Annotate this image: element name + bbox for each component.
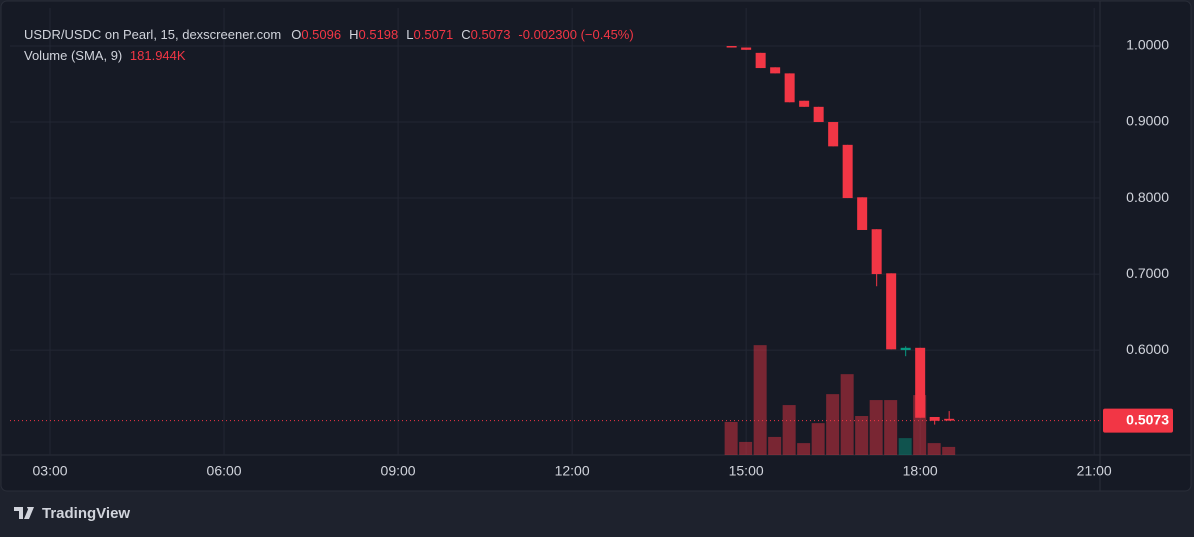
ohlc-value: 0.5198 bbox=[358, 27, 399, 42]
ohlc-value: 0.5073 bbox=[470, 27, 511, 42]
change: -0.002300 (−0.45%) bbox=[518, 27, 634, 42]
volume-bar bbox=[855, 416, 869, 455]
candle-body bbox=[900, 347, 911, 351]
chart-panel bbox=[0, 0, 1192, 492]
volume-bar bbox=[768, 436, 782, 455]
volume-bar bbox=[942, 446, 956, 455]
candle-body bbox=[915, 347, 926, 418]
candle-body bbox=[944, 418, 955, 421]
volume-bar bbox=[724, 421, 738, 455]
y-tick-label: 0.7000 bbox=[1126, 265, 1169, 281]
ohlc-value: 0.5096 bbox=[301, 27, 342, 42]
watermark-text: TradingView bbox=[42, 505, 131, 522]
watermark: TradingView bbox=[14, 505, 130, 522]
candle-body bbox=[726, 46, 737, 48]
volume-bar bbox=[869, 400, 883, 455]
y-tick-label: 1.0000 bbox=[1126, 37, 1169, 53]
volume-title: Volume (SMA, 9) bbox=[24, 48, 123, 63]
y-tick-label: 0.9000 bbox=[1126, 113, 1169, 129]
volume-bar bbox=[840, 374, 854, 455]
logo bbox=[14, 506, 34, 519]
candle-body bbox=[929, 416, 940, 421]
last-price-box bbox=[1103, 408, 1173, 433]
legend-row: USDR/USDC on Pearl, 15, dexscreener.com O… bbox=[24, 24, 638, 45]
x-tick-label: 21:00 bbox=[1077, 463, 1112, 479]
volume-bar bbox=[811, 423, 825, 455]
volume-sma: 181.944K bbox=[129, 48, 186, 63]
ohlc-label: L bbox=[406, 27, 414, 42]
legend-row: Volume (SMA, 9) 181.944K bbox=[24, 45, 638, 66]
volume-bar bbox=[739, 441, 753, 455]
candle-body bbox=[755, 52, 766, 69]
x-tick-label: 15:00 bbox=[729, 463, 764, 479]
volume-bar bbox=[753, 345, 767, 455]
volume-bar bbox=[826, 394, 840, 455]
candle-body bbox=[784, 73, 795, 103]
volume-bar bbox=[927, 443, 941, 455]
volume-bar bbox=[782, 405, 796, 455]
candle-body bbox=[770, 67, 781, 74]
legend: USDR/USDC on Pearl, 15, dexscreener.com O… bbox=[24, 24, 638, 66]
volume-bar bbox=[797, 443, 811, 455]
x-tick-label: 18:00 bbox=[903, 463, 938, 479]
y-tick-label: 0.8000 bbox=[1126, 189, 1169, 205]
last-price-label: 0.5073 bbox=[1126, 411, 1169, 427]
candle-body bbox=[741, 47, 752, 50]
x-tick-label: 09:00 bbox=[381, 463, 416, 479]
x-tick-label: 06:00 bbox=[207, 463, 242, 479]
volume-bar bbox=[884, 400, 898, 455]
ohlc-label: H bbox=[349, 27, 359, 42]
x-tick-label: 03:00 bbox=[33, 463, 68, 479]
ohlc-label: C bbox=[461, 27, 471, 42]
x-tick-label: 12:00 bbox=[555, 463, 590, 479]
y-tick-label: 0.6000 bbox=[1126, 341, 1169, 357]
candle-body bbox=[886, 273, 897, 350]
ohlc-label: O bbox=[291, 27, 302, 42]
candle-body bbox=[842, 144, 853, 199]
title: USDR/USDC on Pearl, 15, dexscreener.com bbox=[24, 27, 282, 42]
volume-bar bbox=[898, 438, 912, 455]
candle-body bbox=[857, 197, 868, 230]
candle-body bbox=[813, 106, 824, 123]
candle-body bbox=[828, 122, 839, 147]
candle-body bbox=[871, 229, 882, 275]
ohlc-value: 0.5071 bbox=[413, 27, 454, 42]
candle-body bbox=[799, 100, 810, 107]
